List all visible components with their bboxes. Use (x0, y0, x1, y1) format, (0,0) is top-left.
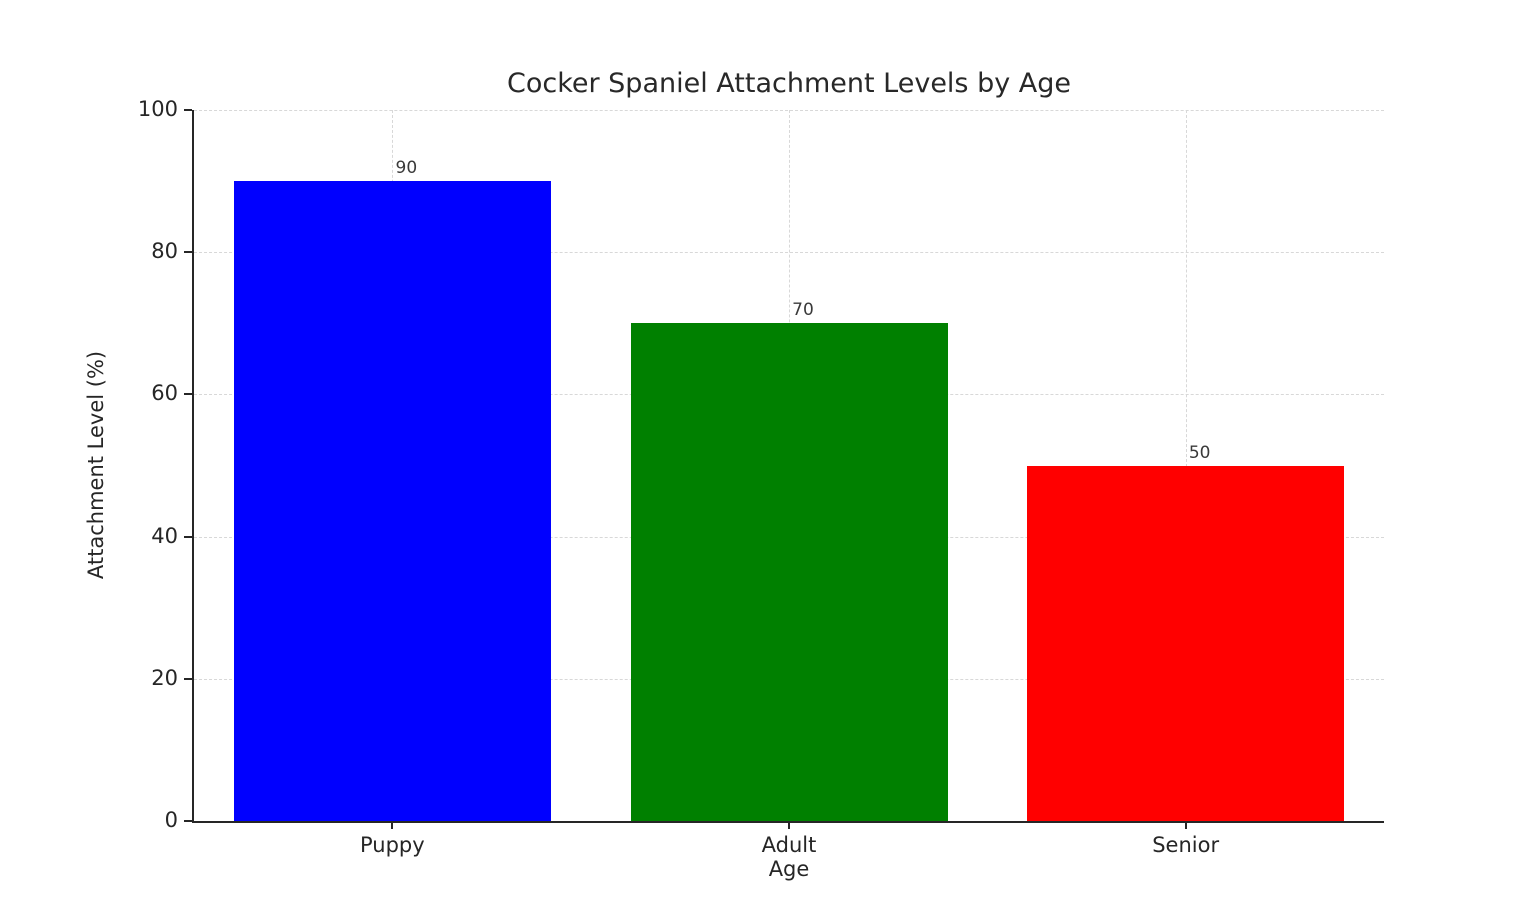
y-tick-mark-40 (184, 535, 192, 538)
y-tick-label-0: 0 (164, 808, 178, 832)
x-tick-mark-senior (1184, 821, 1187, 829)
y-tick-mark-100 (184, 109, 192, 111)
y-tick-mark-0 (184, 820, 192, 822)
y-tick-label-100: 100 (137, 97, 178, 121)
y-tick-label-60: 60 (151, 381, 178, 406)
x-tick-label-senior: Senior (1152, 833, 1220, 857)
x-tick-mark-puppy (391, 821, 394, 829)
bar-adult (630, 323, 948, 821)
bar-value-label-senior: 50 (1188, 442, 1211, 463)
y-tick-label-20: 20 (151, 665, 178, 690)
y-tick-label-80: 80 (151, 239, 178, 264)
bar-value-label-adult: 70 (792, 300, 814, 321)
x-tick-label-puppy: Puppy (359, 833, 425, 857)
y-axis-label: Attachment Level (%) (84, 350, 108, 580)
bar-value-label-puppy: 90 (395, 158, 418, 179)
y-tick-label-40: 40 (151, 523, 178, 548)
plot-area: 90 70 50 0 20 40 60 80 100 Puppy Adult Senior (138, 97, 1384, 857)
y-tick-mark-60 (184, 393, 192, 396)
bar-senior (1027, 465, 1345, 821)
bar-puppy (233, 181, 551, 821)
x-axis-label: Age (768, 857, 810, 881)
x-tick-label-adult: Adult (761, 833, 817, 857)
y-axis-spine (192, 110, 194, 823)
y-tick-mark-80 (184, 251, 192, 254)
x-tick-mark-adult (788, 821, 790, 829)
chart-title: Cocker Spaniel Attachment Levels by Age (506, 68, 1072, 99)
y-tick-mark-20 (184, 677, 192, 680)
